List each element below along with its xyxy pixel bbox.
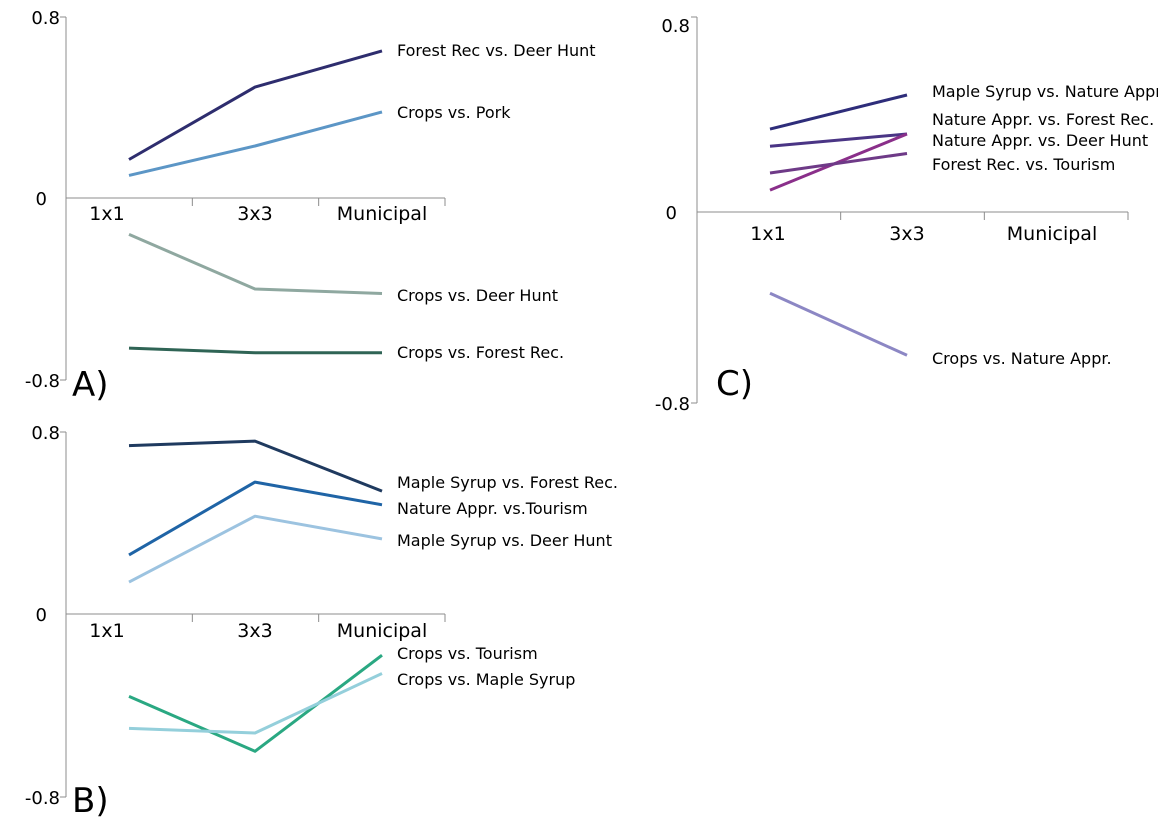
panel-b-series-label: Maple Syrup vs. Forest Rec. [397,473,618,492]
panel-b-y-tick-label: 0 [36,605,47,626]
panel-c-series-label: Crops vs. Nature Appr. [932,349,1112,368]
panel-c-category-label: 1x1 [750,223,785,245]
panel-a-panel-label: A) [72,365,109,405]
panel-c-series-line [769,93,908,131]
panel-a-series-label: Crops vs. Forest Rec. [397,343,564,362]
panel-a-series-label: Forest Rec vs. Deer Hunt [397,41,596,60]
panel-b-category-label: Municipal [337,620,427,642]
panel-b-y-tick-label: 0.8 [31,423,60,444]
panel-b-category-label: 1x1 [89,620,124,642]
panel-b-series-line [128,480,383,557]
panel-c-panel-label: C) [716,364,753,404]
panel-c-series-label: Nature Appr. vs. Forest Rec. [932,110,1154,129]
panel-c-y-tick-label: 0 [666,203,677,224]
panel-c-series-line [769,132,908,148]
panel-b-series-line [128,514,383,584]
panel-a-y-tick-label: -0.8 [25,371,60,392]
panel-a-category-label: Municipal [337,203,427,225]
panel-b-series-label: Maple Syrup vs. Deer Hunt [397,531,612,550]
panel-b-category-label: 3x3 [237,620,272,642]
panel-a-series-line [128,110,383,177]
panel-b-series-line [128,672,383,735]
panel-a-series-label: Crops vs. Pork [397,103,511,122]
panel-c-y-tick-label: -0.8 [655,394,690,415]
panel-a-series-line [128,346,382,355]
panel-a-series-label: Crops vs. Deer Hunt [397,286,558,305]
panel-c-series-label: Forest Rec. vs. Tourism [932,155,1115,174]
panel-b-panel-label: B) [72,781,109,817]
panel-c-series-line [769,291,908,357]
panel-c-series-label: Nature Appr. vs. Deer Hunt [932,131,1148,150]
panel-a-category-label: 3x3 [237,203,272,225]
panel-b-y-tick-label: -0.8 [25,788,60,809]
panel-b-series-label: Crops vs. Maple Syrup [397,670,575,689]
panel-a-series-line [128,49,383,161]
panel-a-series-line [128,233,383,295]
panel-a-y-tick-label: 0.8 [31,8,60,29]
panel-c-y-tick-label: 0.8 [661,16,690,37]
panel-b-series-line [128,439,383,493]
panel-a-category-label: 1x1 [89,203,124,225]
panel-a-y-tick-label: 0 [36,189,47,210]
panel-c-category-label: Municipal [1007,223,1097,245]
panel-b-series-label: Nature Appr. vs.Tourism [397,499,588,518]
panel-b-series-line [128,654,383,753]
panel-c-series-label: Maple Syrup vs. Nature Appr. [932,82,1158,101]
panel-c-series-line [769,152,908,175]
panel-c-category-label: 3x3 [889,223,924,245]
panel-b-series-label: Crops vs. Tourism [397,644,538,663]
